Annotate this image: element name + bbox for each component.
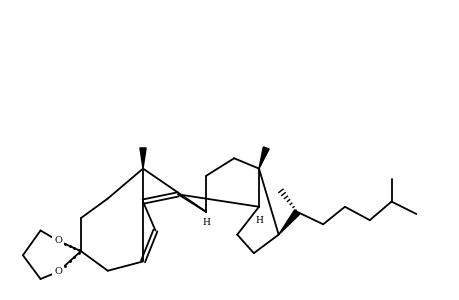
Text: O: O bbox=[54, 236, 62, 245]
Text: H: H bbox=[254, 216, 263, 225]
Polygon shape bbox=[278, 210, 299, 235]
Polygon shape bbox=[140, 148, 146, 169]
Text: O: O bbox=[54, 267, 62, 276]
Text: H: H bbox=[202, 218, 210, 227]
Polygon shape bbox=[258, 147, 269, 169]
